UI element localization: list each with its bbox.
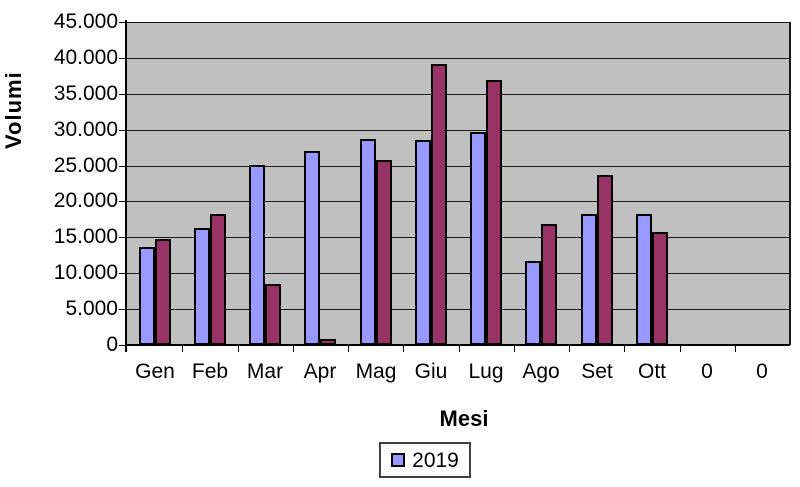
bar-series2-Mar <box>265 284 281 345</box>
y-tick-label: 45.000 <box>53 10 118 33</box>
x-axis-tick <box>569 345 570 352</box>
y-tick-label: 5.000 <box>65 297 118 320</box>
x-axis-tick <box>293 345 294 352</box>
bar-series2-Gen <box>155 239 171 345</box>
legend: 2019 <box>379 442 471 478</box>
bar-series2-Lug <box>486 80 502 345</box>
bar-series2-Giu <box>431 64 447 345</box>
x-tick-label: 0 <box>701 360 713 383</box>
y-gridline <box>127 22 790 23</box>
y-axis-tick <box>119 201 126 202</box>
x-axis-tick <box>238 345 239 352</box>
y-gridline <box>127 309 790 310</box>
x-axis-tick <box>514 345 515 352</box>
x-axis-tick <box>624 345 625 352</box>
y-gridline <box>127 130 790 131</box>
x-tick-label: Gen <box>135 360 175 383</box>
x-tick-label: Ott <box>637 360 666 383</box>
y-tick-label: 30.000 <box>53 118 118 141</box>
y-gridline <box>127 58 790 59</box>
x-axis-tick <box>735 345 736 352</box>
bar-2019-Apr <box>304 151 320 345</box>
plot-area <box>127 22 790 345</box>
bar-2019-Lug <box>470 132 486 345</box>
y-axis-tick <box>119 345 126 346</box>
y-axis-tick <box>119 22 126 23</box>
bar-2019-Mar <box>249 165 265 345</box>
bar-2019-Mag <box>360 139 376 345</box>
y-tick-label: 35.000 <box>53 82 118 105</box>
y-tick-label: 25.000 <box>53 154 118 177</box>
bar-2019-Ott <box>636 214 652 345</box>
x-tick-label: Ago <box>522 360 560 383</box>
x-axis-line <box>125 344 790 346</box>
x-axis-tick <box>403 345 404 352</box>
y-axis-line <box>125 20 127 352</box>
y-axis-tick <box>119 309 126 310</box>
y-gridline <box>127 273 790 274</box>
y-tick-label: 40.000 <box>53 46 118 69</box>
y-gridline <box>127 201 790 202</box>
x-tick-label: Apr <box>303 360 337 383</box>
x-axis-tick <box>348 345 349 352</box>
bar-2019-Feb <box>194 228 210 345</box>
bar-2019-Giu <box>415 140 431 345</box>
x-tick-label: Mar <box>246 360 284 383</box>
y-gridline <box>127 237 790 238</box>
plot-border <box>789 22 791 345</box>
x-tick-label: Set <box>581 360 613 383</box>
x-tick-label: 0 <box>756 360 768 383</box>
x-axis-tick <box>459 345 460 352</box>
y-tick-label: 20.000 <box>53 189 118 212</box>
y-axis-tick <box>119 166 126 167</box>
y-axis-tick <box>119 94 126 95</box>
y-axis-tick <box>119 58 126 59</box>
x-tick-label: Giu <box>414 360 448 383</box>
y-tick-label: 15.000 <box>53 225 118 248</box>
y-gridline <box>127 94 790 95</box>
x-tick-label: Mag <box>355 360 397 383</box>
x-tick-label: Lug <box>468 360 504 383</box>
y-axis-tick <box>119 237 126 238</box>
y-tick-label: 10.000 <box>53 261 118 284</box>
legend-entry: 2019 <box>391 450 459 471</box>
x-tick-label: Feb <box>191 360 229 383</box>
bar-series2-Ago <box>541 224 557 345</box>
x-axis-title: Mesi <box>439 406 489 431</box>
legend-marker-square <box>391 453 406 467</box>
legend-label: 2019 <box>412 448 459 472</box>
y-gridline <box>127 166 790 167</box>
y-axis-tick <box>119 130 126 131</box>
x-axis-tick <box>680 345 681 352</box>
bar-2019-Gen <box>139 247 155 345</box>
bar-2019-Set <box>581 214 597 345</box>
bar-series2-Set <box>597 175 613 345</box>
bar-series2-Mag <box>376 160 392 345</box>
bar-series2-Feb <box>210 214 226 345</box>
bar-series2-Ott <box>652 232 668 345</box>
y-axis-tick <box>119 273 126 274</box>
y-axis-title: Volumi <box>1 71 26 149</box>
y-tick-label: 0 <box>106 333 118 356</box>
x-axis-tick <box>182 345 183 352</box>
bar-2019-Ago <box>525 261 541 345</box>
